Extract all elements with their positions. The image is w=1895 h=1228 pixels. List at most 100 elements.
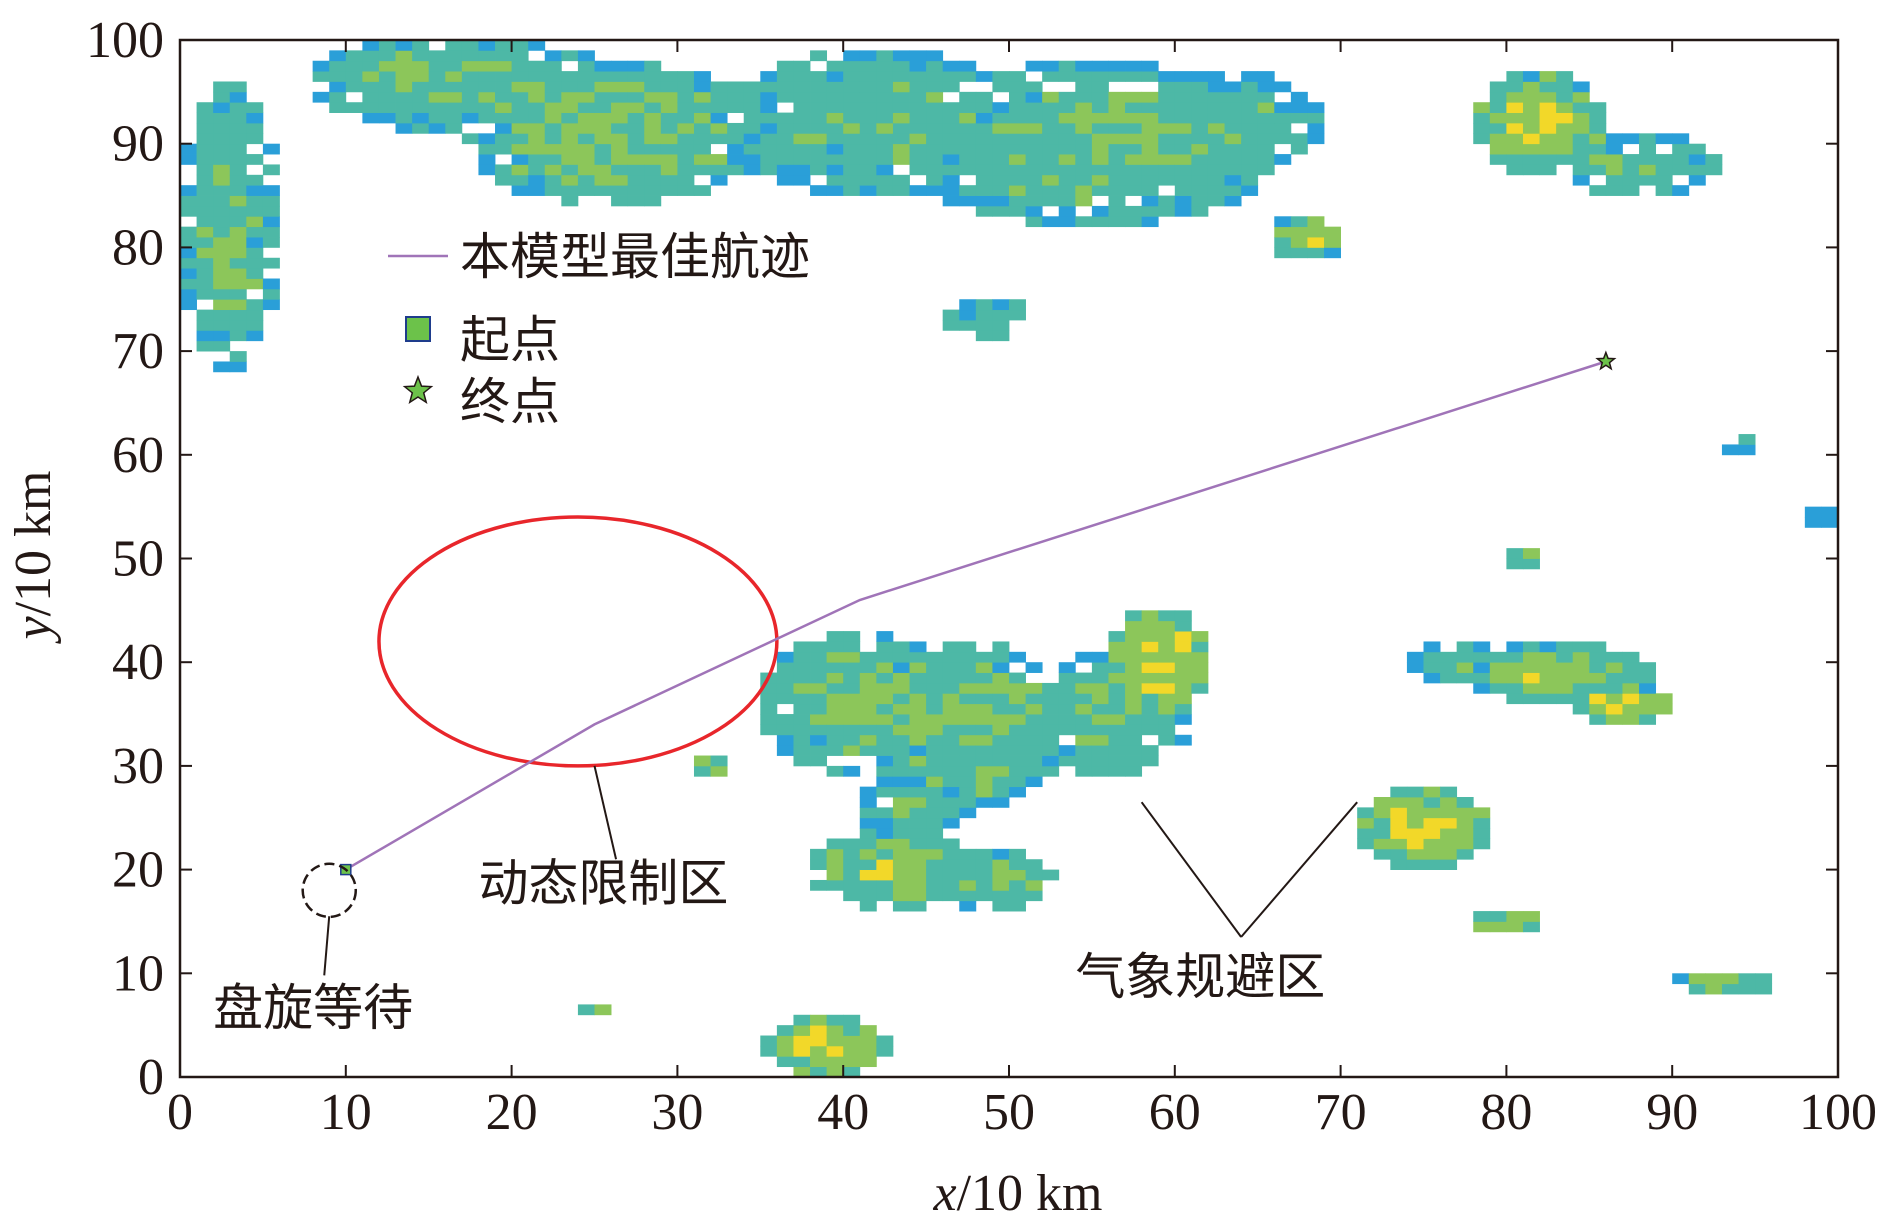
- heatmap-cell: [478, 60, 496, 72]
- heatmap-cell: [461, 81, 479, 93]
- heatmap-cell: [909, 807, 927, 819]
- heatmap-cell: [959, 734, 977, 746]
- heatmap-cell: [1721, 444, 1739, 456]
- heatmap-cell: [859, 745, 877, 756]
- heatmap-cell: [760, 693, 778, 705]
- heatmap-cell: [1572, 693, 1590, 705]
- heatmap-cell: [1009, 693, 1026, 705]
- heatmap-cell: [1406, 662, 1424, 673]
- heatmap-cell: [1125, 641, 1143, 653]
- heatmap-cell: [1423, 786, 1441, 798]
- heatmap-cell: [312, 91, 330, 103]
- heatmap-cell: [710, 164, 728, 176]
- heatmap-cell: [1174, 672, 1192, 684]
- heatmap-cell: [843, 133, 861, 145]
- heatmap-cell: [1307, 122, 1325, 134]
- heatmap-cell: [1009, 724, 1026, 736]
- heatmap-cell: [843, 1014, 861, 1026]
- heatmap-cell: [1556, 81, 1574, 93]
- heatmap-cell: [1556, 143, 1574, 155]
- heatmap-cell: [1125, 620, 1143, 632]
- heatmap-cell: [793, 164, 811, 176]
- heatmap-cell: [478, 50, 496, 62]
- heatmap-cell: [926, 879, 944, 891]
- heatmap-cell: [710, 174, 728, 186]
- heatmap-cell: [793, 734, 811, 746]
- heatmap-cell: [942, 133, 960, 145]
- heatmap-cell: [1125, 164, 1143, 176]
- heatmap-cell: [1042, 765, 1060, 777]
- heatmap-cell: [511, 122, 529, 134]
- heatmap-cell: [1307, 216, 1325, 228]
- heatmap-cell: [1075, 60, 1093, 72]
- heatmap-cell: [1141, 631, 1159, 642]
- heatmap-cell: [196, 205, 214, 217]
- heatmap-cell: [926, 859, 944, 870]
- heatmap-cell: [1324, 237, 1341, 248]
- heatmap-cell: [1605, 693, 1623, 705]
- heatmap-cell: [1158, 91, 1176, 103]
- heatmap-cell: [876, 755, 894, 767]
- heatmap-cell: [1522, 112, 1540, 124]
- heatmap-cell: [627, 133, 645, 145]
- heatmap-cell: [1804, 517, 1822, 528]
- heatmap-cell: [1158, 81, 1176, 93]
- heatmap-cell: [1357, 828, 1375, 839]
- annotation-text: 气象规避区: [1075, 948, 1325, 1006]
- heatmap-cell: [528, 122, 546, 134]
- heatmap-cell: [213, 216, 231, 228]
- heatmap-cell: [1042, 60, 1060, 72]
- heatmap-cell: [892, 112, 910, 124]
- heatmap-cell: [1539, 662, 1557, 673]
- heatmap-cell: [1589, 164, 1607, 176]
- heatmap-cell: [942, 786, 960, 798]
- heatmap-cell: [959, 890, 977, 902]
- heatmap-cell: [959, 765, 977, 777]
- heatmap-cell: [1506, 548, 1524, 559]
- heatmap-cell: [1191, 631, 1209, 642]
- heatmap-cell: [1605, 154, 1623, 165]
- heatmap-cell: [1406, 859, 1424, 870]
- heatmap-cell: [445, 40, 463, 51]
- heatmap-cell: [1290, 91, 1308, 103]
- heatmap-cell: [1141, 651, 1159, 663]
- heatmap-cell: [329, 81, 347, 93]
- heatmap-cell: [461, 112, 479, 124]
- heatmap-cell: [926, 185, 944, 196]
- heatmap-cell: [1257, 102, 1275, 113]
- heatmap-cell: [1174, 693, 1192, 705]
- heatmap-cell: [511, 60, 529, 72]
- heatmap-cell: [1440, 828, 1458, 839]
- heatmap-cell: [892, 900, 910, 912]
- heatmap-cell: [644, 60, 662, 72]
- heatmap-cell: [1589, 714, 1607, 725]
- heatmap-cell: [229, 237, 247, 248]
- heatmap-cell: [362, 40, 380, 51]
- heatmap-cell: [1290, 247, 1308, 259]
- heatmap-cell: [262, 288, 280, 300]
- heatmap-cell: [1191, 122, 1209, 134]
- heatmap-cell: [611, 81, 629, 93]
- heatmap-cell: [876, 724, 894, 736]
- heatmap-cell: [975, 682, 993, 694]
- heatmap-cell: [793, 693, 811, 705]
- heatmap-cell: [627, 91, 645, 103]
- heatmap-cell: [1522, 672, 1540, 684]
- heatmap-cell: [942, 112, 960, 124]
- heatmap-cell: [1473, 662, 1491, 673]
- heatmap-cell: [942, 102, 960, 113]
- heatmap-cell: [843, 631, 861, 642]
- heatmap-cell: [926, 786, 944, 798]
- dynamic-restriction-zone: [377, 515, 779, 768]
- heatmap-cell: [627, 143, 645, 155]
- heatmap-cell: [180, 278, 197, 290]
- heatmap-cell: [395, 112, 413, 124]
- heatmap-cell: [196, 154, 214, 165]
- heatmap-cell: [1705, 973, 1723, 985]
- heatmap-cell: [1042, 185, 1060, 196]
- heatmap-cell: [412, 112, 430, 124]
- heatmap-cell: [229, 268, 247, 279]
- heatmap-cell: [826, 662, 844, 673]
- heatmap-cell: [229, 299, 247, 311]
- heatmap-cell: [992, 848, 1010, 860]
